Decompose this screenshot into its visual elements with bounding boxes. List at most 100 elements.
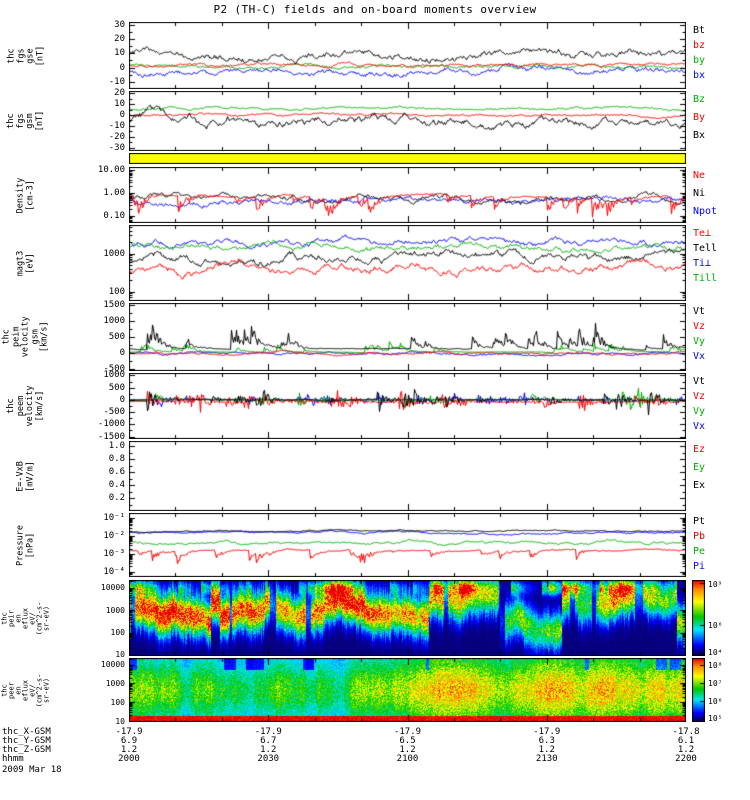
y-tick-label: 0.10: [103, 211, 125, 222]
colorbar-tick-label: 10⁶: [708, 696, 723, 706]
y-tick-label: 1500: [103, 299, 125, 310]
vel_ele-plot-canvas: [129, 373, 686, 439]
legend-entry-Ti⊥: Ti⊥: [693, 258, 712, 269]
legend-entry-Vy: Vy: [693, 406, 706, 417]
legend-entry-Ni: Ni: [693, 188, 706, 199]
legend-entry-bx: bx: [693, 70, 706, 81]
ephemeris-value: -17.8: [672, 727, 700, 737]
ephemeris-value: 1.2: [260, 745, 277, 755]
legend-entry-Pt: Pt: [693, 516, 706, 527]
y-tick-label: 10.00: [97, 165, 125, 176]
pressure-plot-canvas: [129, 513, 686, 577]
y-tick-label: -500: [103, 364, 125, 375]
ephemeris-value: 1.2: [538, 745, 555, 755]
bottom-row-label-4: 2009 Mar 18: [2, 765, 62, 775]
legend-entry-bz: bz: [693, 40, 706, 51]
ephemeris-value: 6.5: [399, 736, 416, 746]
y-tick-label: 10000: [100, 583, 125, 593]
legend-entry-Pi: Pi: [693, 561, 706, 572]
colorbar-tick-label: 10⁷: [708, 678, 723, 688]
efield-plot-canvas: [129, 441, 686, 511]
temps-plot-canvas: [129, 225, 686, 301]
y-tick-label: 10000: [100, 660, 125, 670]
ephemeris-value: -17.9: [393, 727, 422, 737]
y-tick-label: 1.00: [103, 188, 125, 199]
y-tick-label: 500: [108, 382, 125, 393]
y-tick-label: 0.2: [108, 493, 125, 504]
bottom-row-label-1: thc_Y-GSM: [2, 736, 51, 746]
vel_ion-plot-canvas: [129, 303, 686, 371]
colorbar-tick-label: 10⁹: [708, 580, 723, 589]
y-tick-label: 10: [115, 716, 125, 726]
ephemeris-value: -17.9: [533, 727, 561, 737]
legend-entry-Vy: Vy: [693, 336, 706, 347]
y-tick-label: 1.0: [108, 441, 125, 452]
ephemeris-value: 6.7: [260, 736, 277, 746]
legend-entry-Te⊥: Te⊥: [693, 228, 712, 239]
bottom-row-label-0: thc_X-GSM: [2, 727, 51, 737]
legend-entry-Vx: Vx: [693, 351, 706, 362]
legend-entry-Till: Till: [693, 273, 718, 284]
y-tick-label: 0: [119, 62, 125, 73]
y-tick-label: -30: [108, 142, 125, 153]
y-tick-label: 0.6: [108, 467, 125, 478]
y-tick-label: 1000: [103, 370, 125, 381]
y-tick-label: 0.8: [108, 454, 125, 465]
y-tick-label: 10: [114, 48, 125, 59]
bottom-row-label-2: thc_Z-GSM: [2, 745, 51, 755]
legend-entry-by: by: [693, 55, 706, 66]
legend-entry-Ne: Ne: [693, 170, 706, 181]
legend-entry-Pb: Pb: [693, 531, 706, 542]
density-plot-canvas: [129, 167, 686, 223]
legend-entry-Vt: Vt: [693, 306, 706, 317]
ephemeris-value: 6.3: [538, 736, 555, 746]
y-tick-label: 10⁻¹: [103, 513, 125, 524]
y-tick-label: 10⁻³: [103, 548, 125, 559]
ephemeris-value: 1.2: [677, 745, 695, 755]
y-tick-label: -1000: [97, 419, 125, 430]
y-tick-label: 1000: [105, 605, 125, 615]
y-tick-label: 0: [119, 348, 125, 359]
legend-entry-By: By: [693, 112, 706, 123]
ephemeris-value: 6.1: [677, 736, 695, 746]
x-tick-label: 2000: [118, 754, 140, 764]
legend-entry-Vx: Vx: [693, 421, 706, 432]
flag-plot-canvas: [129, 153, 686, 164]
y-tick-label: 10: [115, 650, 125, 660]
ephemeris-value: -17.9: [115, 727, 143, 737]
y-tick-label: -10: [108, 120, 125, 131]
y-tick-label: 10: [114, 99, 125, 110]
y-tick-label: 0: [119, 110, 125, 120]
legend-entry-Bt: Bt: [693, 25, 706, 36]
y-tick-label: -20: [108, 131, 125, 142]
legend-entry-Pe: Pe: [693, 546, 706, 557]
x-tick-label: 2130: [535, 754, 558, 764]
x-tick-label: 2200: [675, 754, 697, 764]
y-tick-label: 100: [110, 697, 125, 707]
y-tick-label: 10⁻²: [103, 531, 125, 542]
legend-entry-Vt: Vt: [693, 376, 706, 387]
legend-entry-Ey: Ey: [693, 462, 706, 473]
y-tick-label: 0: [119, 394, 125, 405]
fgs_gse-plot-canvas: [129, 22, 686, 89]
ephemeris-value: 1.2: [399, 745, 416, 755]
legend-entry-Ez: Ez: [693, 444, 706, 455]
legend-entry-Tell: Tell: [693, 243, 718, 254]
colorbar-tick-label: 10⁸: [708, 661, 723, 671]
colorbar-spec_ele: [692, 658, 705, 722]
x-tick-label: 2100: [396, 754, 419, 764]
colorbar-tick-label: 10⁵: [708, 714, 723, 723]
y-tick-label: 1000: [103, 248, 125, 259]
y-tick-label: -1500: [97, 431, 125, 442]
legend-entry-Vz: Vz: [693, 321, 706, 332]
ephemeris-value: 1.2: [120, 745, 138, 755]
y-tick-label: 20: [114, 34, 125, 45]
y-tick-label: 500: [108, 332, 125, 342]
plot-title: P2 (TH-C) fields and on-board moments ov…: [213, 3, 537, 16]
y-tick-label: 100: [110, 628, 125, 638]
y-tick-label: -10: [108, 76, 125, 87]
ephemeris-value: -17.9: [254, 727, 282, 737]
